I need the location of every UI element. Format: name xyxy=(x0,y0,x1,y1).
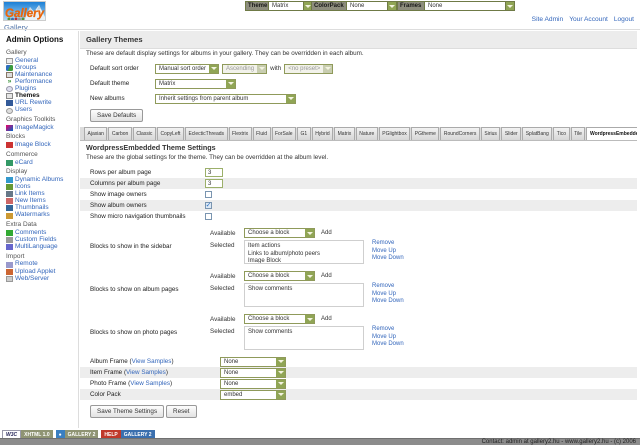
svg-text:Gallery: Gallery xyxy=(5,8,45,20)
